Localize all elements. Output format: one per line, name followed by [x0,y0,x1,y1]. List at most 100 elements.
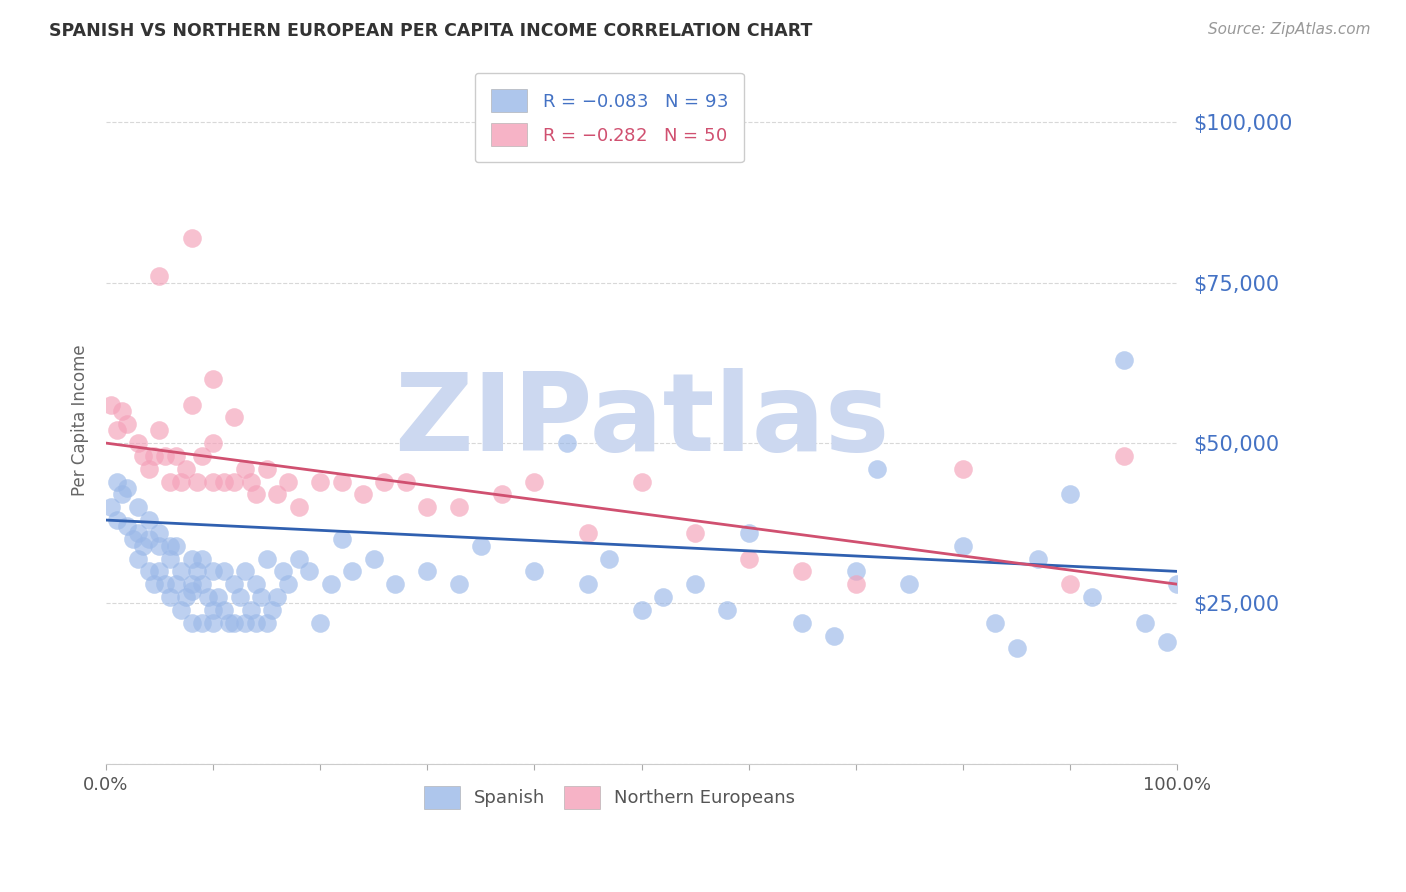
Point [373,475,395,489]
Point [233,461,256,475]
Point [555,436,578,450]
Point [191,577,214,591]
Point [984,615,1007,630]
Point [630,603,652,617]
Point [100,398,122,412]
Point [202,565,225,579]
Point [245,487,267,501]
Point [630,475,652,489]
Point [416,565,439,579]
Point [683,577,706,591]
Point [159,475,181,489]
Point [738,525,761,540]
Point [138,565,160,579]
Point [127,551,149,566]
Y-axis label: Per Capita Income: Per Capita Income [72,345,89,497]
Point [576,525,599,540]
Point [233,615,256,630]
Point [792,615,814,630]
Point [1005,641,1028,656]
Point [202,475,225,489]
Point [117,481,139,495]
Point [138,533,160,547]
Point [212,603,235,617]
Point [180,583,202,598]
Point [266,590,288,604]
Point [218,615,240,630]
Point [165,577,187,591]
Point [100,500,122,515]
Point [212,475,235,489]
Point [1026,551,1049,566]
Point [191,615,214,630]
Point [342,565,364,579]
Point [523,565,546,579]
Point [127,525,149,540]
Point [165,449,187,463]
Point [823,628,845,642]
Point [180,615,202,630]
Point [148,539,170,553]
Point [319,577,342,591]
Point [197,590,219,604]
Point [256,615,278,630]
Point [1112,449,1135,463]
Point [191,551,214,566]
Point [229,590,252,604]
Point [111,404,134,418]
Point [287,551,309,566]
Point [148,565,170,579]
Point [132,539,155,553]
Point [170,565,193,579]
Point [233,565,256,579]
Point [202,603,225,617]
Point [105,423,128,437]
Point [363,551,385,566]
Point [174,590,197,604]
Point [298,565,321,579]
Point [159,539,181,553]
Point [1080,590,1102,604]
Point [449,500,471,515]
Point [105,513,128,527]
Point [245,615,267,630]
Point [1112,352,1135,367]
Point [792,565,814,579]
Point [1059,577,1081,591]
Point [523,475,546,489]
Point [952,539,974,553]
Legend: Spanish, Northern Europeans: Spanish, Northern Europeans [409,772,810,823]
Point [117,417,139,431]
Point [180,231,202,245]
Point [212,565,235,579]
Point [148,423,170,437]
Point [738,551,761,566]
Point [111,487,134,501]
Point [239,603,262,617]
Point [277,577,299,591]
Point [170,603,193,617]
Point [105,475,128,489]
Point [180,577,202,591]
Point [143,449,166,463]
Point [153,577,176,591]
Text: ZIPatlas: ZIPatlas [394,368,889,474]
Point [1059,487,1081,501]
Point [207,590,229,604]
Point [186,565,208,579]
Point [180,398,202,412]
Point [250,590,273,604]
Point [952,461,974,475]
Point [287,500,309,515]
Point [256,461,278,475]
Point [1166,577,1188,591]
Point [202,372,225,386]
Point [224,410,246,425]
Point [1156,635,1178,649]
Point [352,487,374,501]
Point [121,533,143,547]
Point [266,487,288,501]
Point [202,615,225,630]
Point [117,519,139,533]
Point [239,475,262,489]
